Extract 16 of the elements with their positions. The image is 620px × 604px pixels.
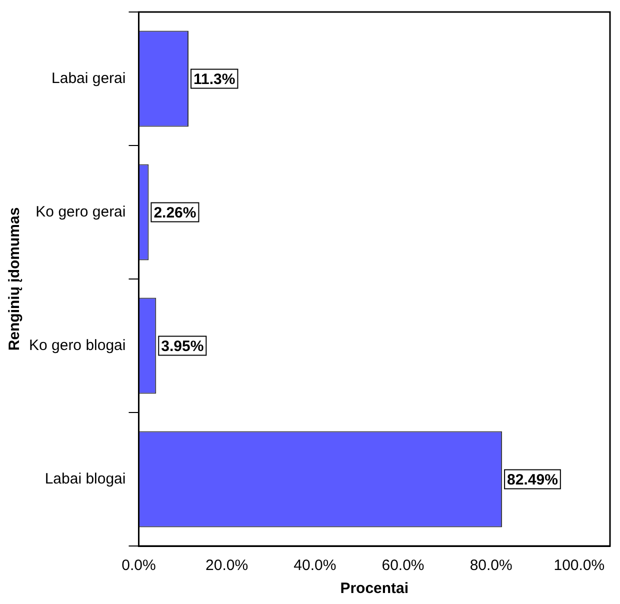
data-label: 11.3% [194,70,236,88]
y-tick-label: Ko gero gerai [36,203,126,220]
x-tick-label: 100.0% [554,557,605,574]
x-tick-label: 0.0% [122,557,156,574]
x-tick-label: 20.0% [206,557,248,574]
data-label: 2.26% [154,204,196,222]
data-label: 82.49% [507,471,558,488]
y-tick-label: Ko gero blogai [28,336,126,354]
y-axis-title: Renginių įdomumas [6,207,24,351]
data-label: 3.95% [161,338,204,355]
y-tick-label: Labai gerai [52,70,126,87]
x-tick-label: 80.0% [470,557,512,574]
x-tick-label: 40.0% [294,557,336,574]
y-tick-label: Labai blogai [44,470,126,488]
x-tick-label: 60.0% [382,557,424,574]
x-axis-title: Procentai [340,580,409,598]
